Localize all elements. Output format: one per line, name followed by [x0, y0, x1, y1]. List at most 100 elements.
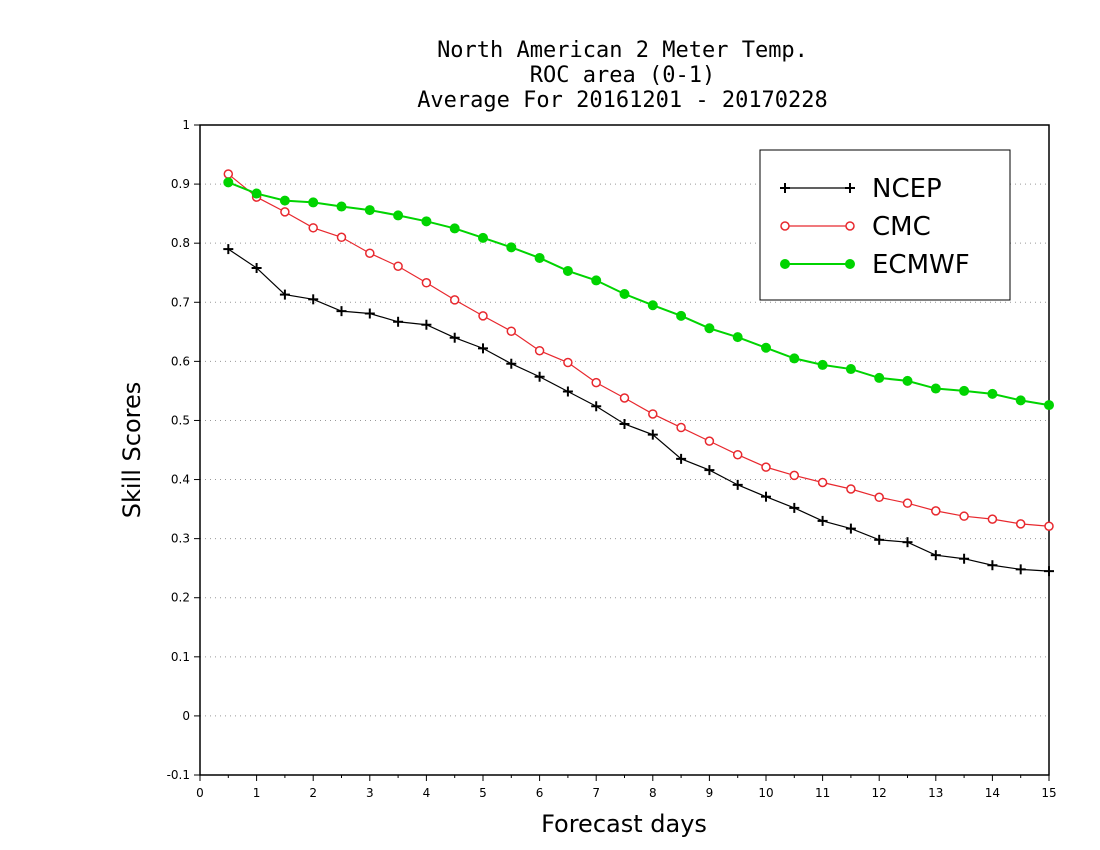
- x-tick-label: 0: [196, 786, 204, 800]
- x-tick-label: 15: [1041, 786, 1056, 800]
- data-point-cmc: [1044, 521, 1054, 531]
- legend-marker-cmc: [780, 221, 790, 231]
- data-point-ncep: [591, 401, 602, 412]
- data-point-cmc: [732, 449, 743, 460]
- data-point-ecmwf: [676, 310, 687, 321]
- data-point-ncep: [364, 308, 375, 319]
- series-ncep: [223, 244, 1054, 577]
- y-tick-label: 0.5: [171, 413, 190, 427]
- x-tick-label: 10: [758, 786, 773, 800]
- data-point-ncep: [223, 244, 234, 255]
- data-point-ecmwf: [534, 252, 545, 263]
- legend-box: [759, 149, 1011, 301]
- legend-marker-ecmwf: [780, 259, 790, 269]
- y-tick-label: 0.7: [171, 295, 190, 309]
- x-axis-label: Forecast days: [541, 810, 707, 838]
- data-point-ncep: [308, 294, 319, 305]
- legend-marker-ecmwf: [845, 259, 855, 269]
- data-point-ecmwf: [817, 359, 828, 370]
- data-point-ecmwf: [647, 300, 658, 311]
- legend-marker-cmc: [845, 221, 855, 231]
- y-tick-label: -0.1: [167, 768, 190, 782]
- data-point-ncep: [647, 429, 658, 440]
- data-point-ncep: [789, 502, 800, 513]
- data-point-ecmwf: [845, 364, 856, 375]
- legend-marker-ncep: [780, 183, 790, 193]
- y-tick-label: 1: [182, 118, 190, 132]
- y-tick-label: 0.2: [171, 591, 190, 605]
- data-point-ecmwf: [789, 353, 800, 364]
- series-cmc: [223, 169, 1054, 531]
- data-point-ncep: [732, 479, 743, 490]
- data-point-ecmwf: [364, 205, 375, 216]
- x-tick-label: 5: [479, 786, 487, 800]
- data-point-ncep: [930, 550, 941, 561]
- data-point-ncep: [393, 316, 404, 327]
- y-tick-label: 0.1: [171, 650, 190, 664]
- x-tick-label: 11: [815, 786, 830, 800]
- series-ecmwf: [223, 177, 1054, 411]
- x-tick-label: 2: [309, 786, 317, 800]
- x-tick-label: 14: [985, 786, 1000, 800]
- data-point-cmc: [704, 436, 715, 446]
- data-point-ecmwf: [251, 188, 262, 199]
- data-point-cmc: [1015, 519, 1026, 529]
- data-point-cmc: [648, 409, 658, 419]
- data-point-ncep: [506, 358, 517, 369]
- data-point-ecmwf: [761, 342, 771, 353]
- data-point-cmc: [506, 326, 517, 336]
- legend: NCEP CMC ECMWF: [759, 149, 1011, 301]
- data-point-ncep: [279, 289, 290, 300]
- data-point-cmc: [421, 278, 432, 288]
- data-point-ncep: [845, 523, 856, 534]
- x-tick-label: 3: [366, 786, 374, 800]
- data-point-ecmwf: [478, 232, 488, 243]
- data-point-ecmwf: [449, 223, 460, 234]
- y-tick-label: 0.8: [171, 236, 190, 250]
- data-point-ecmwf: [704, 323, 715, 334]
- data-point-ecmwf: [987, 388, 998, 399]
- chart-title-line-2: ROC area (0-1): [529, 63, 716, 88]
- data-point-ncep: [1044, 566, 1054, 577]
- series-layer: [223, 169, 1054, 577]
- data-point-ecmwf: [1044, 400, 1054, 411]
- data-point-ecmwf: [506, 242, 517, 253]
- data-point-cmc: [619, 393, 630, 403]
- legend-label-ecmwf: ECMWF: [872, 250, 970, 280]
- data-point-ncep: [704, 465, 715, 476]
- y-axis-label: Skill Scores: [118, 382, 146, 519]
- data-point-ecmwf: [393, 210, 404, 221]
- data-point-ecmwf: [930, 383, 941, 394]
- data-point-ncep: [1015, 564, 1026, 575]
- data-point-ncep: [534, 371, 545, 382]
- chart-title-line-1: North American 2 Meter Temp.: [437, 38, 808, 63]
- data-point-ecmwf: [1015, 395, 1026, 406]
- data-point-cmc: [478, 311, 488, 321]
- data-point-cmc: [761, 462, 771, 472]
- data-point-ecmwf: [874, 372, 885, 383]
- data-point-cmc: [563, 357, 573, 368]
- x-tick-label: 12: [872, 786, 887, 800]
- data-point-ncep: [421, 319, 432, 330]
- data-point-cmc: [591, 377, 601, 388]
- data-point-ecmwf: [732, 332, 743, 343]
- data-point-ecmwf: [591, 275, 602, 286]
- y-tick-label: 0.4: [171, 473, 190, 487]
- data-point-cmc: [393, 261, 403, 271]
- data-point-cmc: [874, 492, 884, 503]
- data-point-ncep: [874, 534, 885, 545]
- data-point-cmc: [789, 470, 800, 481]
- data-point-ncep: [478, 343, 488, 354]
- data-point-cmc: [449, 295, 460, 305]
- x-tick-label: 7: [592, 786, 600, 800]
- series-line-cmc: [227, 173, 1050, 527]
- x-tick-label: 4: [423, 786, 431, 800]
- y-tick-label: 0.9: [171, 177, 190, 191]
- data-point-ncep: [676, 453, 687, 464]
- data-point-ecmwf: [308, 197, 319, 208]
- x-tick-label: 8: [649, 786, 657, 800]
- data-point-cmc: [931, 506, 941, 516]
- x-tick-label: 1: [253, 786, 261, 800]
- data-point-cmc: [902, 498, 913, 508]
